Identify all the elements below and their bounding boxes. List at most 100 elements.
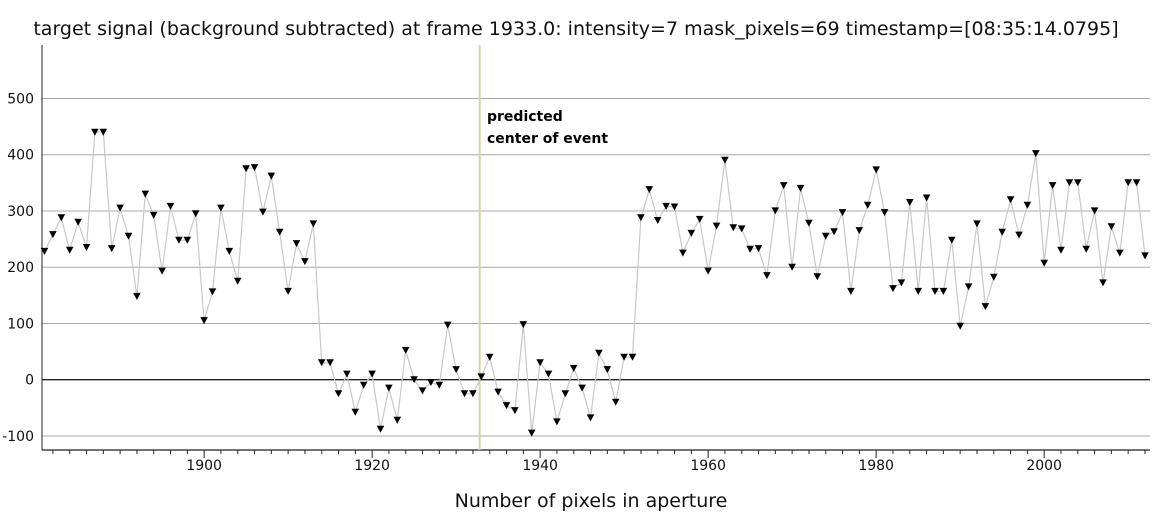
data-point-marker [1057,246,1065,254]
data-point-marker [166,202,175,210]
data-point-marker [175,236,183,244]
data-point-marker [931,287,939,295]
data-point-marker [889,285,897,293]
data-point-marker [805,219,813,227]
data-point-marker [906,199,914,206]
data-point-marker [939,287,948,295]
data-point-marker [553,418,561,426]
data-point-marker [821,232,830,240]
data-point-marker [91,128,99,136]
data-point-marker [225,247,234,255]
axes [41,45,1150,451]
data-point-marker [863,201,872,209]
x-tick-label: 1960 [690,458,726,474]
data-point-marker [948,236,956,244]
data-point-marker [704,267,712,275]
data-point-marker [99,128,108,136]
data-point-marker [813,273,822,281]
data-point-marker [695,215,704,223]
data-point-marker [544,370,553,378]
x-tick-label: 1920 [354,458,390,474]
data-point-marker [1099,279,1107,287]
data-point-marker [1107,223,1116,231]
data-point-marker [183,236,192,244]
data-point-marker [796,184,805,192]
data-point-marker [1132,179,1141,187]
data-point-marker [410,376,418,384]
ticks-group: -100 0 100 200 300 400 500 1900 1920 1940 1960 1980… [2,91,1146,474]
x-tick-label: 1940 [522,458,558,474]
data-point-marker [443,321,452,329]
data-point-marker [527,429,536,437]
data-point-marker [637,214,645,222]
data-point-marker [292,240,301,248]
data-point-marker [452,366,460,374]
data-point-marker [40,247,49,255]
data-point-marker [603,366,612,374]
data-point-marker [788,263,796,271]
annotation-text-line1: predicted [487,109,563,125]
data-point-marker [746,245,754,253]
data-point-marker [511,407,519,415]
data-point-marker [847,287,855,295]
data-point-marker [418,387,427,395]
data-point-marker [1048,182,1057,190]
data-point-marker [897,279,906,287]
data-point-marker [502,402,511,410]
data-point-marker [1124,179,1132,187]
data-point-marker [628,353,637,361]
data-point-marker [830,228,838,236]
data-point-marker [208,288,217,296]
data-point-marker [284,287,292,295]
x-tick-label: 2000 [1026,458,1062,474]
data-point-marker [519,321,528,329]
data-point-marker [351,408,360,416]
data-point-marker [158,267,166,275]
data-point-marker [1065,179,1074,187]
data-point-marker [301,258,309,266]
data-point-marker [401,346,410,354]
data-point-marker [838,209,847,217]
data-point-marker [359,381,368,389]
data-point-marker [981,303,990,311]
data-point-marker [611,398,620,406]
data-point-marker [990,273,998,281]
y-tick-label: 300 [7,204,34,220]
data-point-marker [191,210,200,218]
data-point-marker [65,246,74,254]
chart-title: target signal (background subtracted) at… [33,18,1119,40]
data-point-marker [729,224,738,232]
data-point-marker [116,204,124,212]
y-tick-label: 100 [7,316,34,332]
data-point-marker [1015,231,1023,239]
data-point-marker [679,249,687,257]
x-tick-label: 1900 [186,458,222,474]
data-point-marker [922,194,931,202]
y-tick-label: 400 [7,148,34,164]
data-point-marker [586,414,595,422]
x-tick-label: 1980 [858,458,894,474]
data-point-marker [141,190,150,198]
data-point-marker [771,207,780,215]
data-point-marker [754,245,763,253]
data-point-marker [662,202,670,210]
data-point-marker [1023,201,1032,209]
data-point-marker [998,228,1006,236]
series-group [40,128,1149,437]
data-point-marker [1116,249,1124,257]
data-point-marker [485,353,494,361]
data-point-marker [217,204,225,212]
data-point-marker [477,373,486,381]
data-point-marker [317,359,326,367]
gridlines [42,97,1150,437]
data-point-marker [712,222,721,230]
x-axis-label: Number of pixels in aperture [454,490,728,512]
data-point-marker [368,370,376,378]
data-point-marker [620,353,628,361]
data-point-marker [200,317,208,325]
data-point-marker [670,203,679,211]
data-point-marker [973,220,981,228]
series-line [43,131,1146,434]
data-point-marker [427,379,435,386]
